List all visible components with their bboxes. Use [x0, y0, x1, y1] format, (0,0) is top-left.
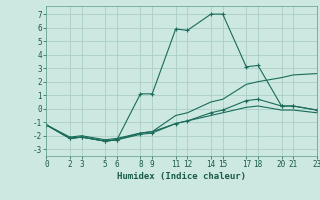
X-axis label: Humidex (Indice chaleur): Humidex (Indice chaleur) — [117, 172, 246, 181]
